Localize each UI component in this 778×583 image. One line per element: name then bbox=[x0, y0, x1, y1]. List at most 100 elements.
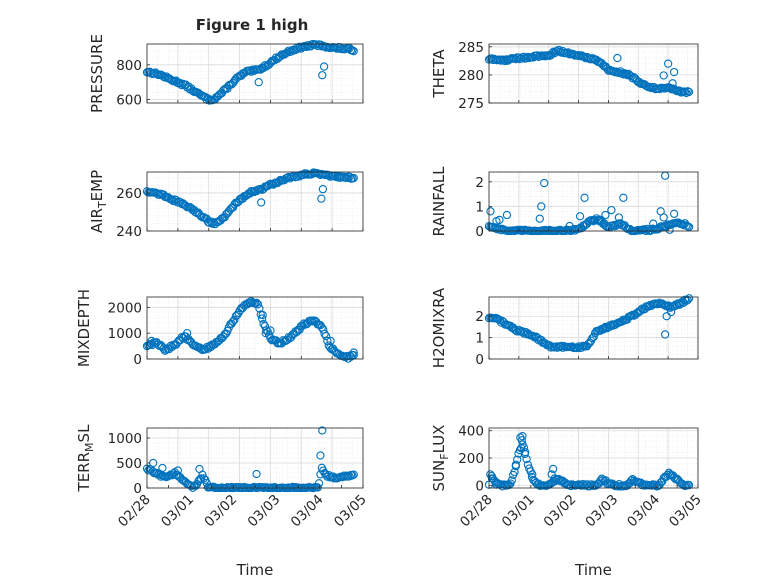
subplot-0: 600 800 PRESSURE bbox=[88, 34, 364, 113]
data-point bbox=[517, 436, 526, 445]
data-point bbox=[241, 191, 250, 201]
y-tick-label: 500 bbox=[116, 456, 142, 472]
data-point bbox=[663, 59, 673, 68]
data-point bbox=[255, 304, 264, 313]
y-tick-label: 0 bbox=[133, 481, 142, 497]
data-point bbox=[507, 476, 516, 485]
data-point bbox=[683, 87, 692, 96]
data-point bbox=[540, 178, 549, 188]
x-axis-label: Time bbox=[236, 561, 274, 579]
data-point bbox=[580, 193, 589, 202]
data-point bbox=[683, 295, 692, 305]
data-point bbox=[554, 474, 563, 484]
data-point bbox=[601, 210, 610, 220]
y-tick-label: 0 bbox=[133, 352, 142, 368]
data-point bbox=[486, 470, 495, 479]
data-point bbox=[171, 76, 181, 85]
data-point bbox=[529, 332, 538, 341]
data-point bbox=[613, 53, 622, 63]
x-tick-label: 03/03 bbox=[582, 492, 621, 531]
figure-title: Figure 1 high bbox=[196, 16, 309, 34]
data-point bbox=[589, 480, 598, 489]
y-tick-label: 200 bbox=[458, 451, 484, 467]
data-point bbox=[160, 346, 170, 355]
data-point bbox=[187, 481, 196, 491]
data-point bbox=[306, 316, 315, 325]
subplot-5: 0 1 2 H2OMIXRA bbox=[430, 287, 699, 368]
y-tick-label: 240 bbox=[116, 224, 142, 240]
x-tick-label: 03/01 bbox=[158, 492, 197, 531]
data-point bbox=[266, 326, 275, 335]
data-point bbox=[535, 214, 544, 223]
data-point bbox=[550, 474, 559, 483]
y-axis-label: PRESSURE bbox=[88, 34, 106, 113]
data-point bbox=[649, 219, 658, 228]
data-point bbox=[575, 212, 585, 221]
data-point bbox=[145, 340, 154, 349]
data-point bbox=[534, 336, 543, 345]
data-point bbox=[326, 336, 335, 346]
data-point bbox=[516, 225, 525, 234]
y-tick-label: 275 bbox=[458, 96, 484, 112]
subplot-1: 275 280 285 THETA bbox=[430, 40, 699, 112]
data-point bbox=[273, 54, 282, 64]
data-point bbox=[588, 333, 597, 343]
data-point bbox=[253, 300, 263, 309]
subplot-7: 0 200 400 02/28 03/01 03/02 03/03 03/04 03/05 SUN… bbox=[430, 424, 705, 579]
data-point bbox=[679, 220, 688, 230]
data-point bbox=[313, 483, 322, 492]
data-point bbox=[616, 219, 625, 228]
data-point bbox=[349, 348, 358, 357]
x-axis-label: Time bbox=[574, 561, 612, 579]
data-point bbox=[656, 478, 665, 487]
data-point bbox=[194, 88, 203, 98]
axes-box bbox=[146, 43, 364, 104]
data-point bbox=[614, 213, 624, 222]
x-tick-label: 03/04 bbox=[288, 492, 327, 531]
data-point bbox=[665, 225, 674, 234]
data-point bbox=[518, 432, 527, 441]
data-point bbox=[171, 340, 181, 349]
data-point bbox=[623, 481, 632, 490]
data-point bbox=[596, 215, 606, 225]
x-tick-label: 02/28 bbox=[457, 492, 496, 531]
y-tick-label: 0 bbox=[475, 352, 484, 368]
data-point bbox=[258, 314, 267, 323]
data-point bbox=[195, 210, 204, 219]
data-point bbox=[261, 329, 270, 338]
data-point bbox=[668, 79, 677, 88]
data-point bbox=[196, 474, 206, 483]
data-point bbox=[349, 470, 358, 479]
data-point bbox=[519, 443, 529, 452]
data-point bbox=[258, 310, 267, 320]
data-point bbox=[319, 62, 329, 71]
data-point bbox=[574, 51, 584, 60]
data-point bbox=[252, 469, 261, 479]
data-point bbox=[511, 462, 521, 471]
data-point bbox=[684, 480, 694, 490]
data-point bbox=[318, 71, 327, 80]
data-point bbox=[549, 464, 558, 474]
x-tick-label: 03/05 bbox=[331, 492, 370, 531]
data-point bbox=[318, 184, 328, 194]
data-point bbox=[180, 200, 189, 210]
data-point bbox=[230, 315, 239, 325]
subplot-3: 0 1 2 RAINFALL bbox=[430, 166, 699, 240]
data-point bbox=[684, 87, 694, 97]
axes-box bbox=[488, 171, 699, 232]
data-point bbox=[296, 44, 306, 53]
data-point bbox=[318, 426, 327, 435]
data-point bbox=[663, 301, 673, 310]
data-point bbox=[601, 322, 610, 332]
data-point bbox=[565, 221, 574, 231]
y-tick-label: 0 bbox=[475, 224, 484, 240]
data-point bbox=[182, 329, 192, 338]
data-point bbox=[661, 171, 670, 180]
y-tick-label: 280 bbox=[458, 68, 484, 84]
data-point bbox=[659, 213, 668, 222]
data-point bbox=[619, 193, 628, 202]
data-point bbox=[662, 312, 671, 321]
y-tick-label: 0 bbox=[475, 478, 484, 494]
data-point bbox=[670, 84, 679, 94]
data-point bbox=[597, 474, 606, 483]
